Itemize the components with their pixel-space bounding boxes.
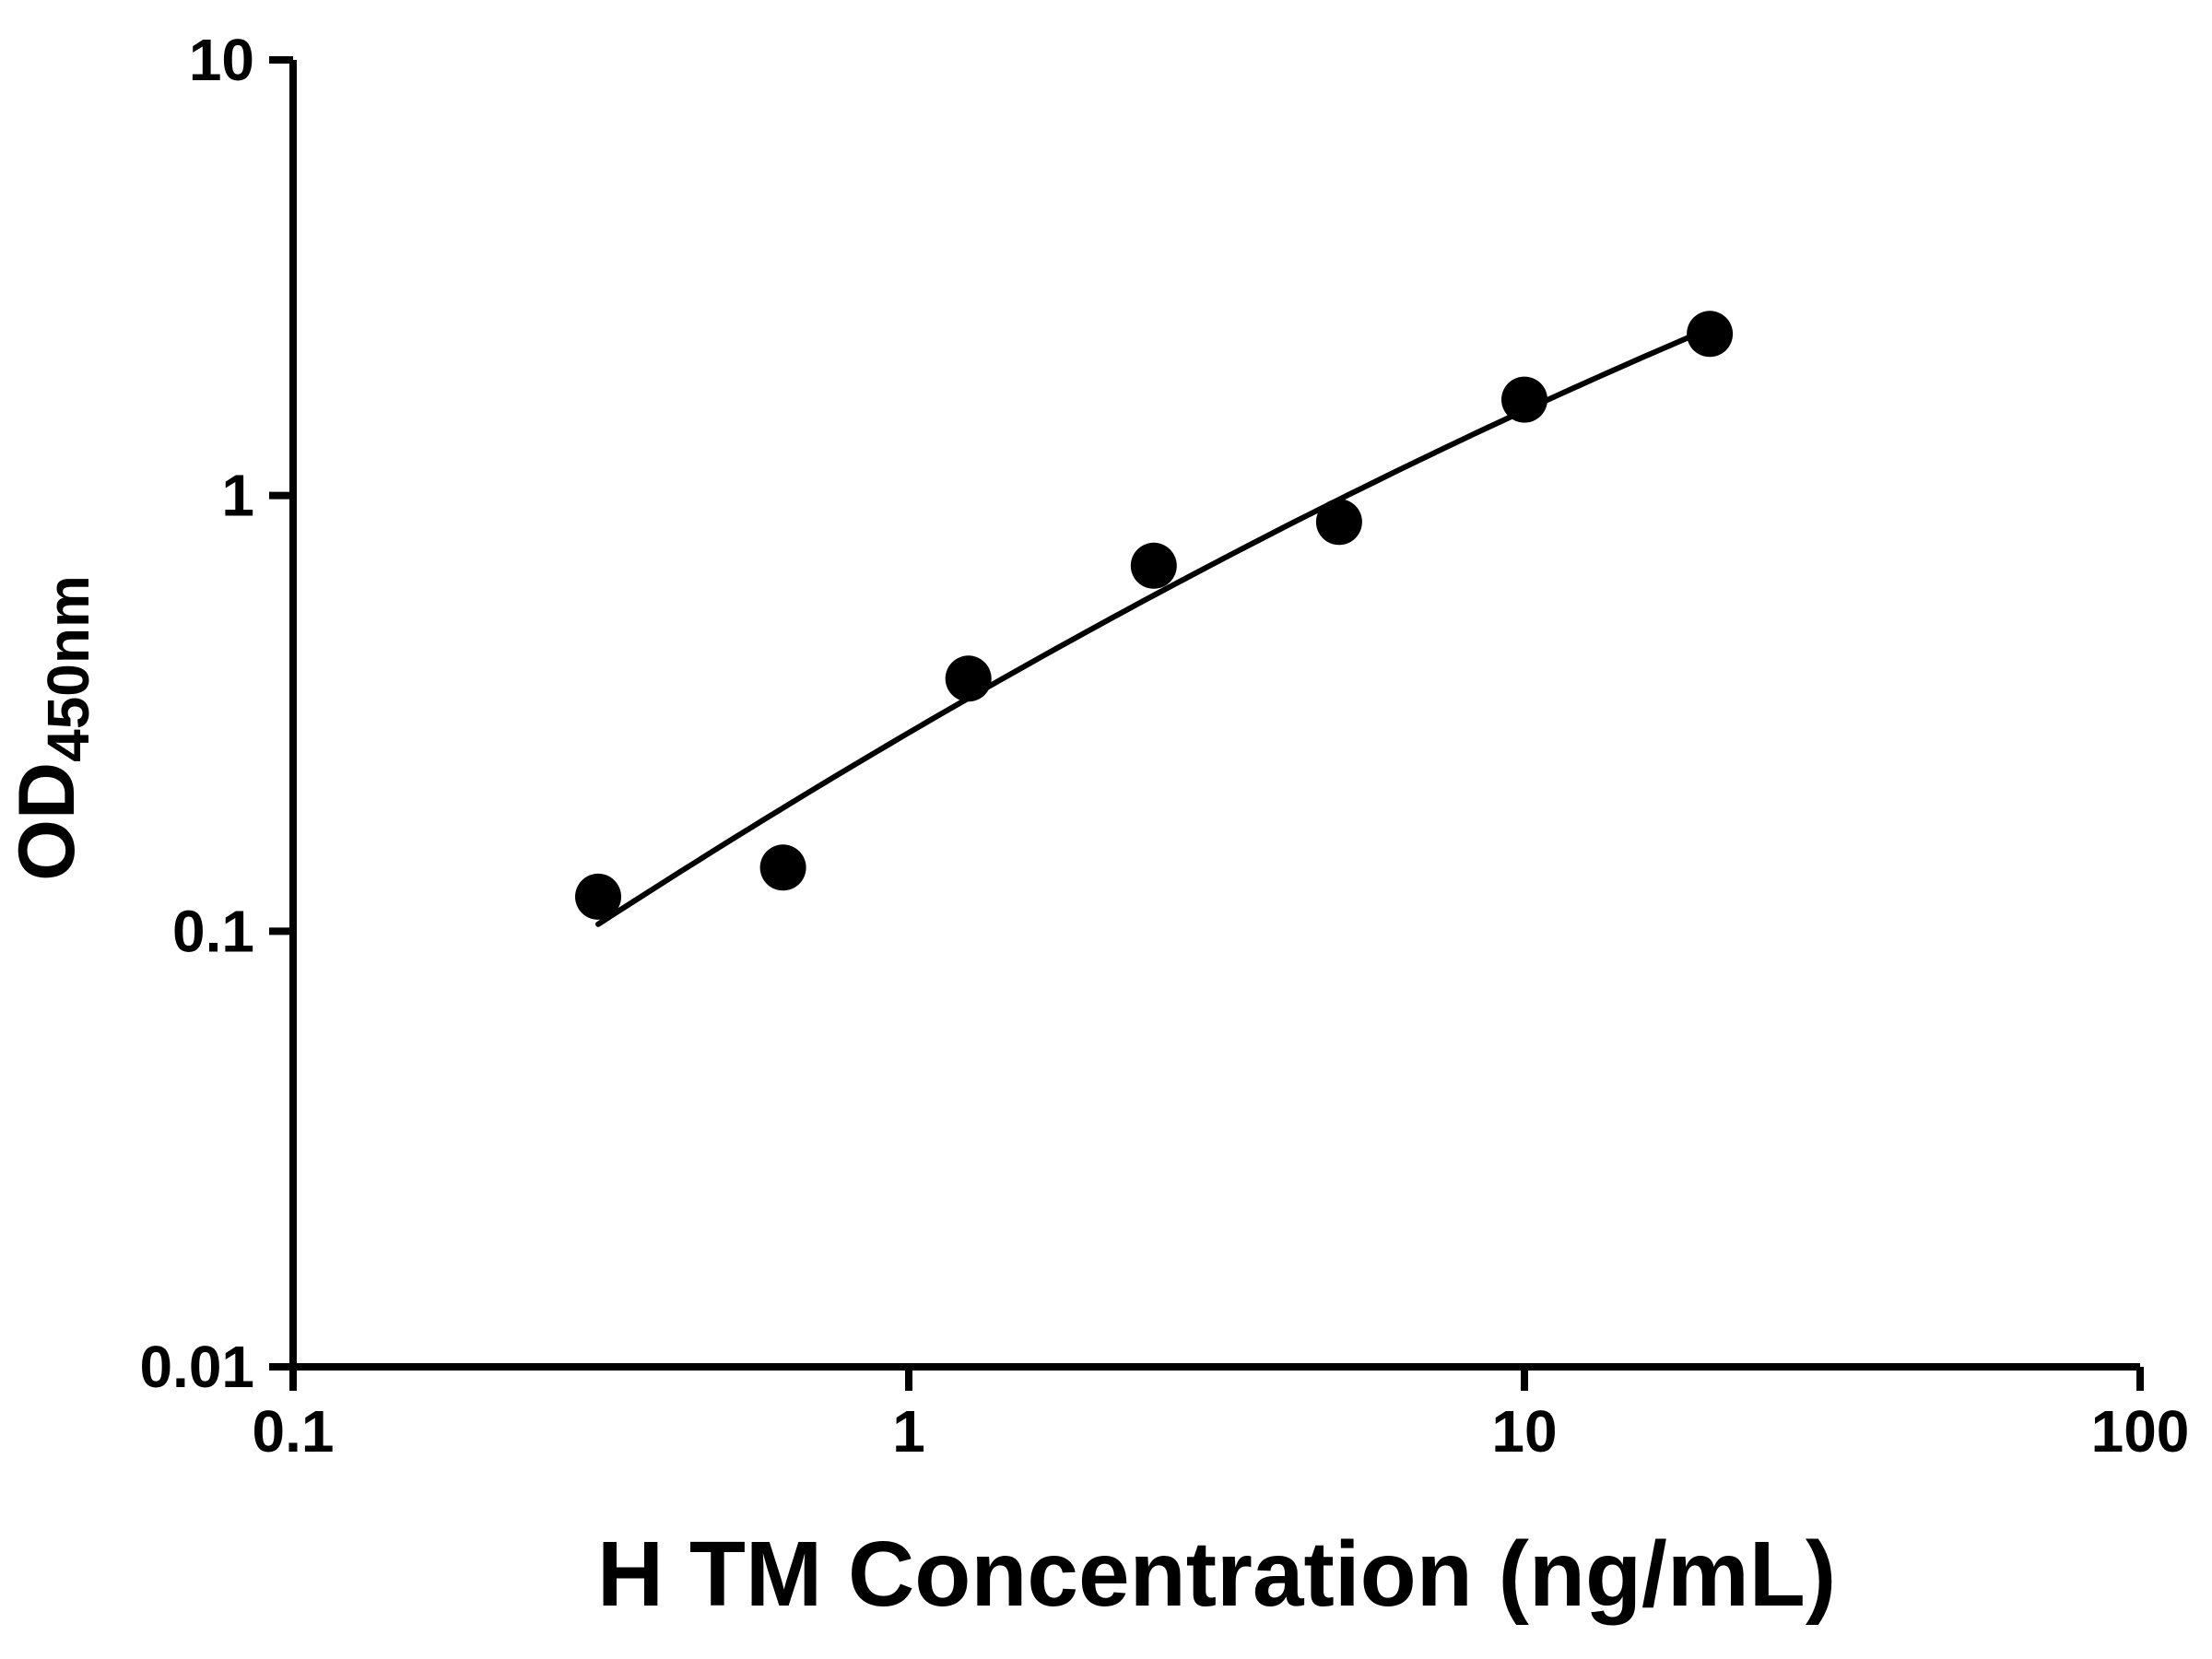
data-point: [759, 844, 806, 891]
y-axis-title: OD450nm: [3, 575, 101, 881]
x-tick-label: 0.1: [253, 1398, 335, 1465]
data-point: [575, 873, 621, 920]
y-tick-label: 0.1: [172, 898, 254, 964]
x-axis-title: H TM Concentration (ng/mL): [597, 1523, 1836, 1626]
data-point: [1130, 542, 1177, 589]
y-axis-title-sub: 450nm: [35, 575, 101, 762]
y-tick-label: 0.01: [139, 1334, 254, 1400]
y-tick-label: 10: [189, 27, 254, 93]
y-tick-label: 1: [221, 463, 254, 529]
data-point: [1315, 499, 1362, 546]
y-axis-title-main: OD: [3, 762, 91, 881]
data-point: [1501, 376, 1547, 423]
axes-spines: [289, 60, 2140, 1371]
x-tick-label: 10: [1491, 1398, 1557, 1465]
fit-curve: [595, 325, 1713, 927]
data-point: [945, 655, 992, 702]
data-point: [1687, 311, 1734, 358]
x-tick-label: 100: [2091, 1398, 2190, 1465]
x-tick-label: 1: [892, 1398, 925, 1465]
